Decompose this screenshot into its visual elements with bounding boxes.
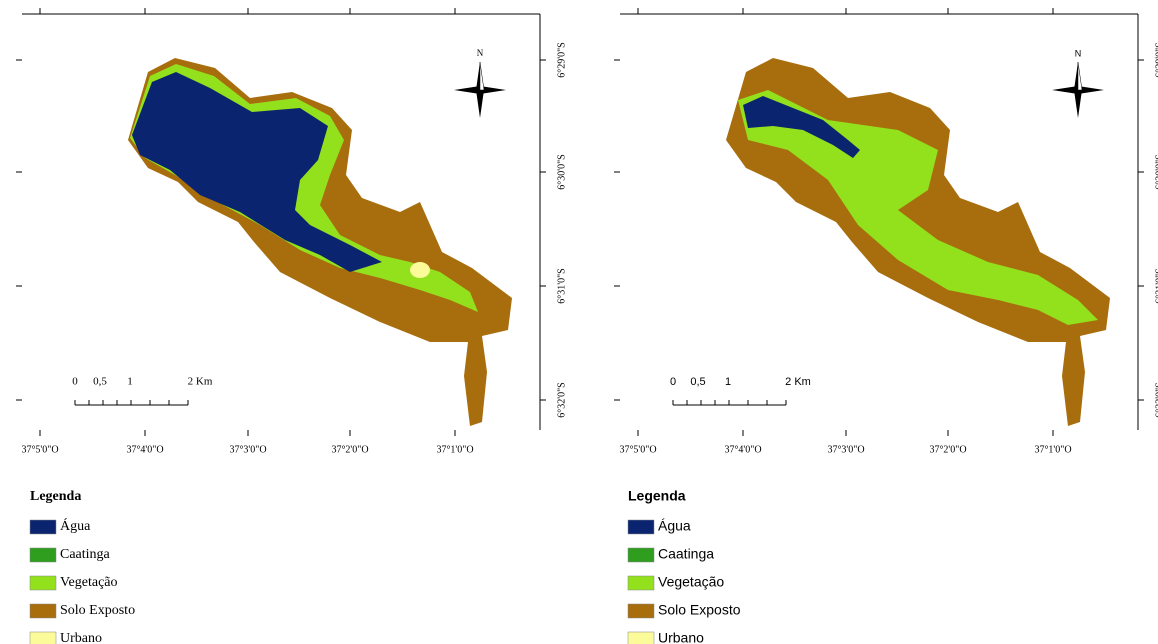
- legend-label: Vegetação: [60, 575, 118, 590]
- scale-label: 0: [72, 376, 78, 388]
- y-coordinate-label: 6°30'0"S: [1154, 154, 1158, 189]
- y-coordinate-label: 6°29'0"S: [556, 42, 567, 77]
- x-coordinate-label: 37°4'0"O: [126, 444, 163, 455]
- scale-label: 2 Km: [188, 376, 213, 388]
- urbano-area: [410, 262, 430, 278]
- legend-swatch: [30, 576, 56, 590]
- map-panel: 37°5'0"O 37°4'0"O 37°3'0"O 37°2'0"O 37°1'0"O…: [614, 8, 1158, 644]
- legend-swatch: [628, 548, 654, 562]
- north-label: N: [477, 48, 484, 58]
- y-coordinate-label: 6°32'0"S: [556, 382, 567, 417]
- map-figure: 37°5'0"O 37°4'0"O 37°3'0"O 37°2'0"O 37°1'0"O…: [0, 0, 1158, 644]
- legend-label: Caatinga: [658, 546, 714, 562]
- scale-label: 0,5: [93, 376, 107, 388]
- legend-label: Urbano: [60, 631, 102, 644]
- x-coordinate-label: 37°5'0"O: [21, 444, 58, 455]
- north-label: N: [1075, 48, 1082, 58]
- scale-label: 1: [127, 376, 133, 388]
- x-coordinate-label: 37°3'0"O: [229, 444, 266, 455]
- scale-label: 0: [670, 376, 676, 388]
- legend-label: Água: [60, 517, 91, 534]
- x-coordinate-label: 37°4'0"O: [724, 444, 761, 455]
- x-coordinate-label: 37°1'0"O: [1034, 444, 1071, 455]
- scale-label: 1: [725, 376, 731, 388]
- legend-title: Legenda: [30, 489, 81, 504]
- legend-label: Urbano: [658, 630, 704, 644]
- north-arrow: [480, 62, 484, 90]
- y-coordinate-label: 6°31'0"S: [1154, 268, 1158, 303]
- legend-label: Caatinga: [60, 547, 111, 562]
- x-coordinate-label: 37°1'0"O: [436, 444, 473, 455]
- x-coordinate-label: 37°5'0"O: [619, 444, 656, 455]
- legend-swatch: [30, 520, 56, 534]
- legend-swatch: [628, 604, 654, 618]
- legend-swatch: [30, 548, 56, 562]
- y-coordinate-label: 6°32'0"S: [1154, 382, 1158, 417]
- page: 37°5'0"O 37°4'0"O 37°3'0"O 37°2'0"O 37°1'0"O…: [0, 0, 1158, 644]
- y-coordinate-label: 6°29'0"S: [1154, 42, 1158, 77]
- legend-swatch: [30, 604, 56, 618]
- legend-label: Solo Exposto: [658, 602, 741, 618]
- x-coordinate-label: 37°2'0"O: [929, 444, 966, 455]
- legend-swatch: [30, 632, 56, 644]
- legend-label: Água: [658, 518, 691, 534]
- map-panel: 37°5'0"O 37°4'0"O 37°3'0"O 37°2'0"O 37°1'0"O…: [16, 8, 567, 644]
- legend-title: Legenda: [628, 488, 686, 504]
- legend-label: Solo Exposto: [60, 603, 135, 618]
- scale-label: 0,5: [690, 376, 705, 388]
- legend-swatch: [628, 576, 654, 590]
- y-coordinate-label: 6°31'0"S: [556, 268, 567, 303]
- legend-swatch: [628, 520, 654, 534]
- y-coordinate-label: 6°30'0"S: [556, 154, 567, 189]
- x-coordinate-label: 37°2'0"O: [331, 444, 368, 455]
- north-arrow: [1078, 62, 1082, 90]
- legend-label: Vegetação: [658, 574, 724, 590]
- x-coordinate-label: 37°3'0"O: [827, 444, 864, 455]
- legend-swatch: [628, 632, 654, 644]
- scale-label: 2 Km: [785, 376, 811, 388]
